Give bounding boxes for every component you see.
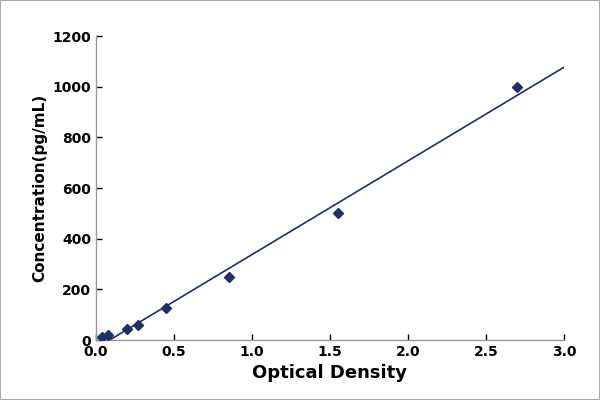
X-axis label: Optical Density: Optical Density [253, 364, 407, 382]
Y-axis label: Concentration(pg/mL): Concentration(pg/mL) [32, 94, 47, 282]
